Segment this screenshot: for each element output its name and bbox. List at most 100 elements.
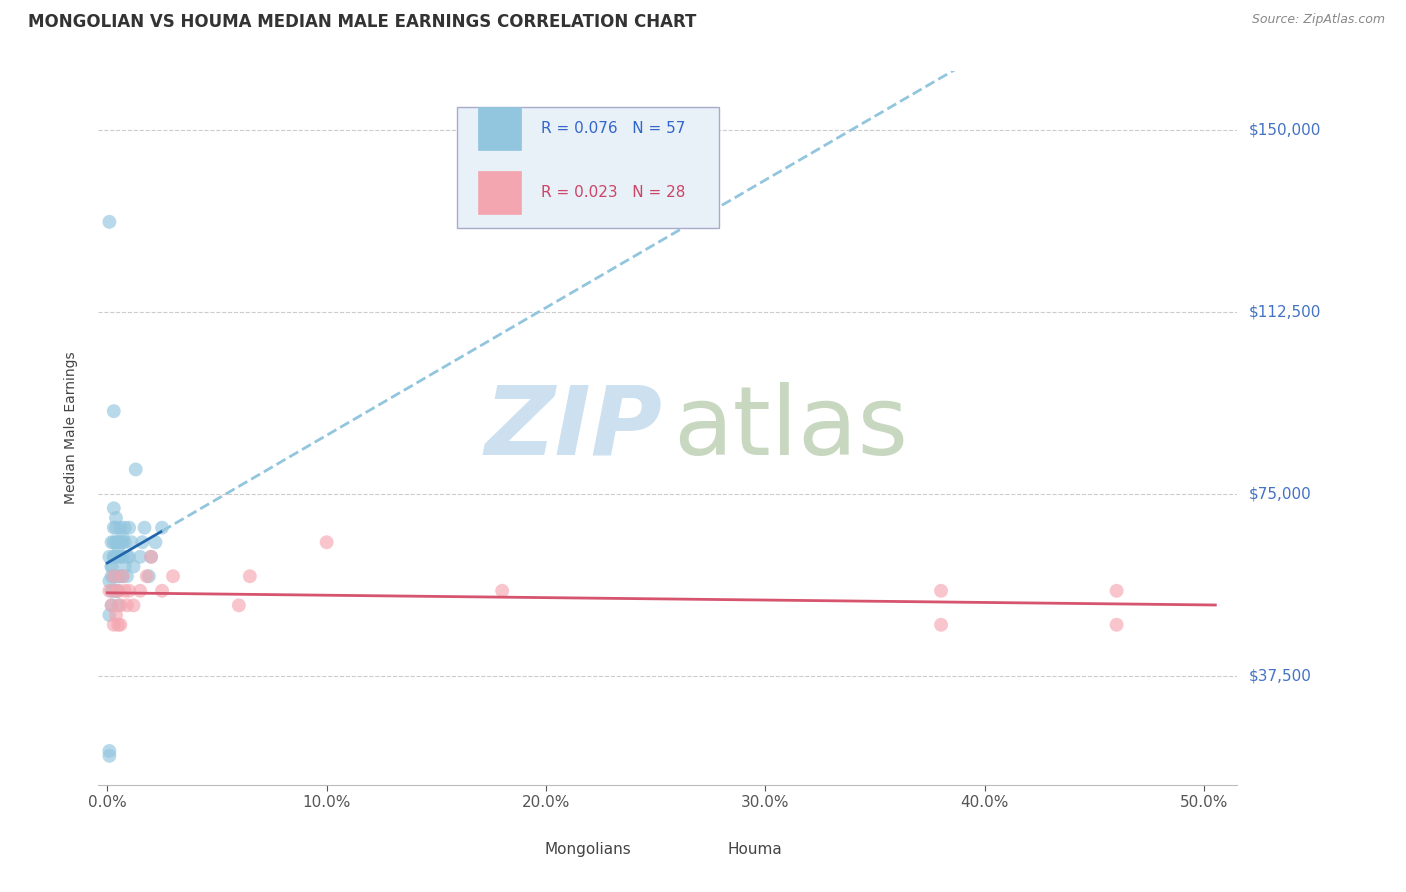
Text: Houma: Houma — [727, 842, 782, 856]
Point — [100, 599, 122, 613]
Point — [98, 583, 121, 598]
Point — [129, 549, 152, 564]
Point — [145, 535, 167, 549]
Point — [1105, 617, 1128, 632]
Text: Source: ZipAtlas.com: Source: ZipAtlas.com — [1251, 13, 1385, 27]
Point — [104, 569, 127, 583]
Point — [929, 583, 952, 598]
Point — [104, 583, 127, 598]
Point — [125, 462, 148, 476]
Point — [110, 617, 132, 632]
Point — [111, 569, 134, 583]
Point — [111, 535, 134, 549]
Point — [107, 617, 129, 632]
Point — [491, 583, 513, 598]
Point — [131, 535, 153, 549]
Point — [118, 521, 141, 535]
Point — [104, 583, 127, 598]
Point — [100, 535, 122, 549]
Point — [103, 404, 125, 418]
Point — [118, 583, 141, 598]
Point — [103, 569, 125, 583]
Point — [98, 608, 121, 623]
Point — [122, 559, 145, 574]
Point — [107, 540, 129, 554]
Point — [118, 549, 141, 564]
Text: $150,000: $150,000 — [1249, 122, 1320, 137]
Point — [929, 617, 952, 632]
Text: R = 0.076   N = 57: R = 0.076 N = 57 — [541, 121, 686, 136]
Point — [110, 549, 132, 564]
Point — [162, 569, 184, 583]
Point — [98, 549, 121, 564]
Point — [150, 583, 173, 598]
Point — [100, 583, 122, 598]
Point — [104, 535, 127, 549]
Text: ZIP: ZIP — [484, 382, 662, 475]
Point — [150, 521, 173, 535]
Point — [138, 569, 160, 583]
Point — [115, 599, 138, 613]
Point — [115, 549, 138, 564]
Point — [104, 511, 127, 525]
Point — [122, 599, 145, 613]
Point — [107, 599, 129, 613]
Point — [111, 569, 134, 583]
Bar — [478, 171, 522, 214]
Text: Mongolians: Mongolians — [546, 842, 631, 856]
Point — [228, 599, 250, 613]
Bar — [478, 107, 522, 150]
Point — [239, 569, 262, 583]
Point — [120, 535, 142, 549]
Text: atlas: atlas — [673, 382, 908, 475]
Point — [315, 535, 337, 549]
Point — [114, 521, 136, 535]
Point — [129, 583, 152, 598]
Point — [107, 549, 129, 564]
Text: $112,500: $112,500 — [1249, 304, 1320, 319]
Point — [104, 608, 127, 623]
Point — [114, 583, 136, 598]
Text: $75,000: $75,000 — [1249, 486, 1312, 501]
Point — [103, 583, 125, 598]
Point — [103, 521, 125, 535]
Point — [139, 549, 162, 564]
Point — [100, 559, 122, 574]
Point — [111, 530, 134, 544]
Point — [98, 215, 121, 229]
Point — [107, 535, 129, 549]
Point — [111, 549, 134, 564]
Point — [134, 521, 156, 535]
Bar — [690, 835, 718, 863]
Point — [107, 583, 129, 598]
Point — [114, 535, 136, 549]
Point — [100, 559, 122, 574]
Point — [103, 549, 125, 564]
Point — [110, 569, 132, 583]
Text: R = 0.023   N = 28: R = 0.023 N = 28 — [541, 186, 686, 200]
Text: MONGOLIAN VS HOUMA MEDIAN MALE EARNINGS CORRELATION CHART: MONGOLIAN VS HOUMA MEDIAN MALE EARNINGS … — [28, 13, 696, 31]
Point — [107, 569, 129, 583]
Text: $37,500: $37,500 — [1249, 668, 1312, 683]
Point — [104, 521, 127, 535]
Point — [98, 744, 121, 758]
Point — [100, 599, 122, 613]
Point — [103, 569, 125, 583]
Point — [103, 501, 125, 516]
Y-axis label: Median Male Earnings: Median Male Earnings — [63, 351, 77, 505]
Point — [103, 617, 125, 632]
Point — [110, 521, 132, 535]
Bar — [509, 835, 537, 863]
Point — [135, 569, 157, 583]
Point — [139, 549, 162, 564]
Point — [98, 748, 121, 763]
Point — [114, 559, 136, 574]
Point — [110, 535, 132, 549]
Point — [107, 583, 129, 598]
Point — [104, 549, 127, 564]
Point — [103, 535, 125, 549]
Point — [110, 599, 132, 613]
Point — [98, 574, 121, 588]
Point — [103, 549, 125, 564]
Point — [1105, 583, 1128, 598]
